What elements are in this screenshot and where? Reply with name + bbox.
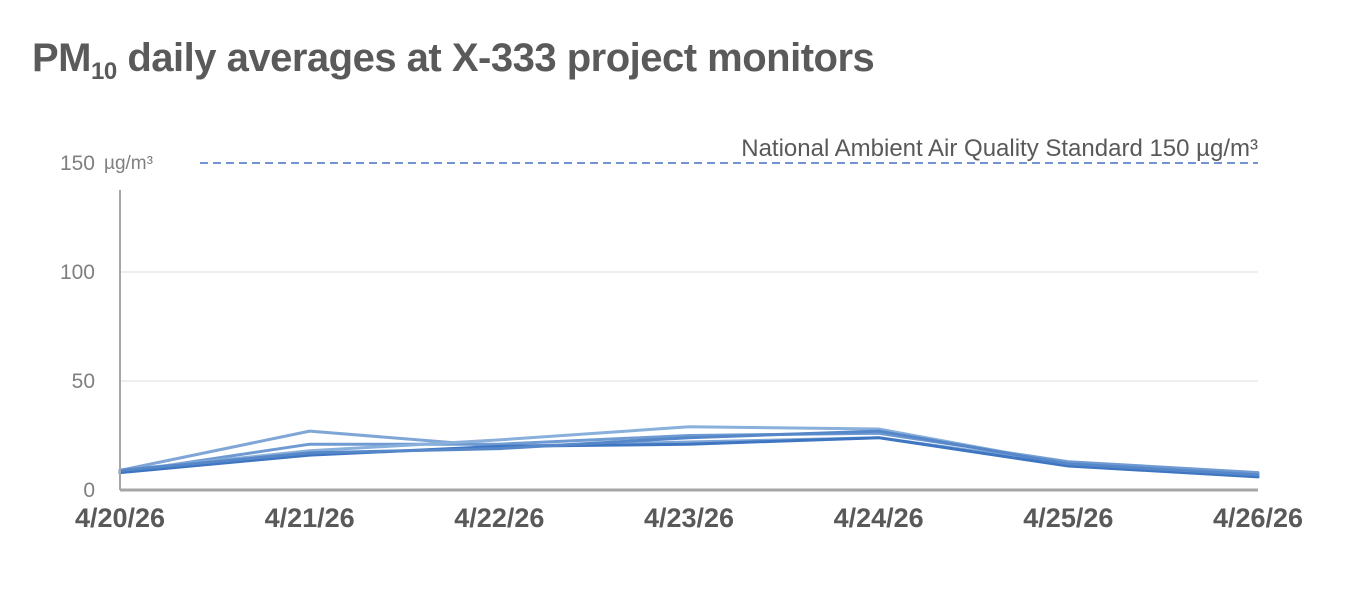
x-tick-label-7: 4/26/26 (1213, 503, 1303, 533)
axes (119, 190, 1258, 492)
series-line-5 (118, 429, 1260, 477)
reference-line-group: National Ambient Air Quality Standard 15… (200, 135, 1258, 164)
series-line-2 (118, 431, 1260, 475)
y-tick-label-50: 50 (72, 370, 95, 393)
x-tick-label-6: 4/25/26 (1023, 503, 1113, 533)
y-tick-label-0: 0 (83, 479, 95, 502)
y-tick-label-150: 150 (60, 152, 95, 175)
x-tick-label-5: 4/24/26 (834, 503, 924, 533)
series-line-4 (118, 436, 1260, 479)
x-tick-label-2: 4/21/26 (265, 503, 355, 533)
y-unit-label: µg/m³ (104, 153, 153, 174)
x-tick-label-3: 4/22/26 (454, 503, 544, 533)
x-tick-label-4: 4/23/26 (644, 503, 734, 533)
y-tick-label-100: 100 (60, 261, 95, 284)
chart-title-prefix: PM (32, 36, 92, 80)
chart-title-subscript: 10 (91, 58, 117, 85)
series-lines (118, 425, 1260, 479)
tick-labels: 0 50 100 150 µg/m³ 4/20/26 4/21/26 4/22/26 4/23/… (60, 152, 1303, 533)
x-tick-label-1: 4/20/26 (75, 503, 165, 533)
gridlines (120, 271, 1258, 382)
chart-title-suffix: daily averages at X-333 project monitors (116, 36, 875, 80)
chart-title: PM10 daily averages at X-333 project mon… (32, 36, 875, 86)
reference-line-label: National Ambient Air Quality Standard 15… (741, 135, 1258, 162)
